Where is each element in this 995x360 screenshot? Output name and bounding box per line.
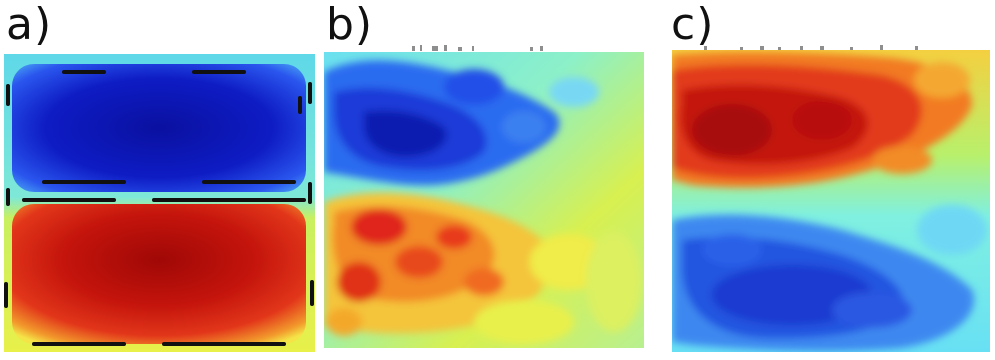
map-panel-a — [4, 54, 315, 352]
map-panel-b — [324, 52, 644, 348]
panel-b-header-marks — [412, 45, 543, 51]
map-a-top-cell — [12, 64, 306, 192]
map-c-blue-region — [672, 205, 987, 352]
panel-c-header-marks — [704, 45, 918, 51]
map-b-yellow-band — [474, 232, 642, 344]
map-c-red-region — [672, 52, 972, 188]
map-a-bottom-cell — [12, 204, 306, 344]
map-a-graphic — [4, 54, 315, 352]
map-a-boundary-marks — [4, 70, 314, 346]
map-b-blue-region — [324, 60, 599, 186]
panel-label-b: b) — [326, 0, 374, 50]
map-panel-c — [672, 50, 990, 352]
panel-label-c: c) — [671, 0, 715, 50]
map-c-graphic — [672, 50, 990, 352]
panel-label-a: a) — [6, 0, 53, 50]
map-b-graphic — [324, 52, 644, 348]
map-b-red-region — [324, 192, 550, 336]
